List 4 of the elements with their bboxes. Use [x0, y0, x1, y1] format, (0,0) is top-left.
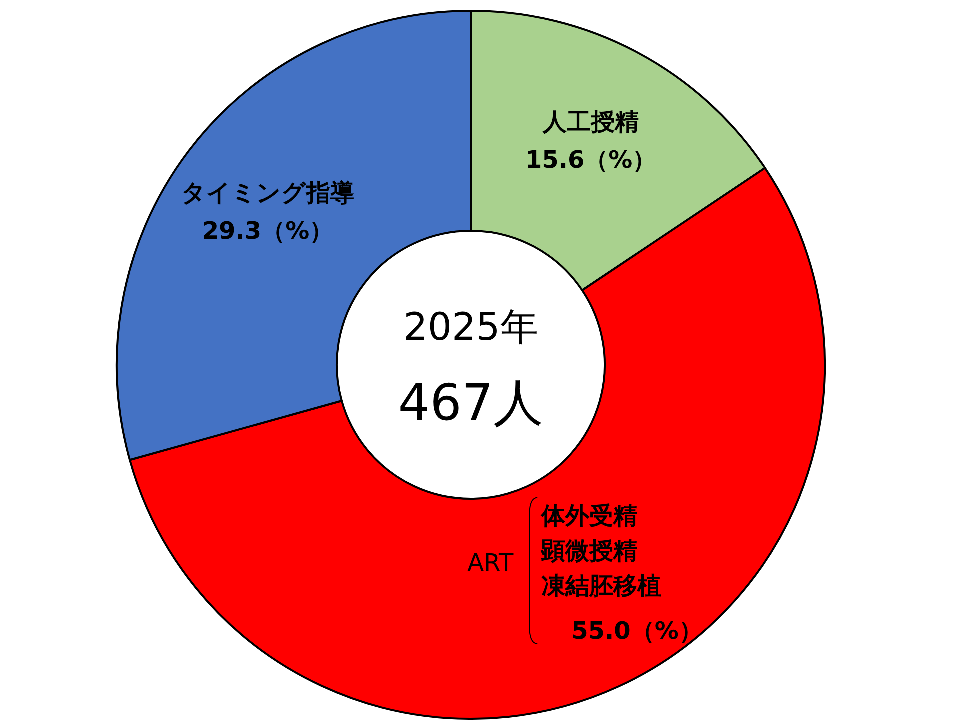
- slice-label: ART: [468, 548, 514, 577]
- text: 467人: [398, 374, 544, 432]
- data-label: 55.0（%）: [572, 616, 703, 645]
- text: 2025年: [404, 305, 538, 349]
